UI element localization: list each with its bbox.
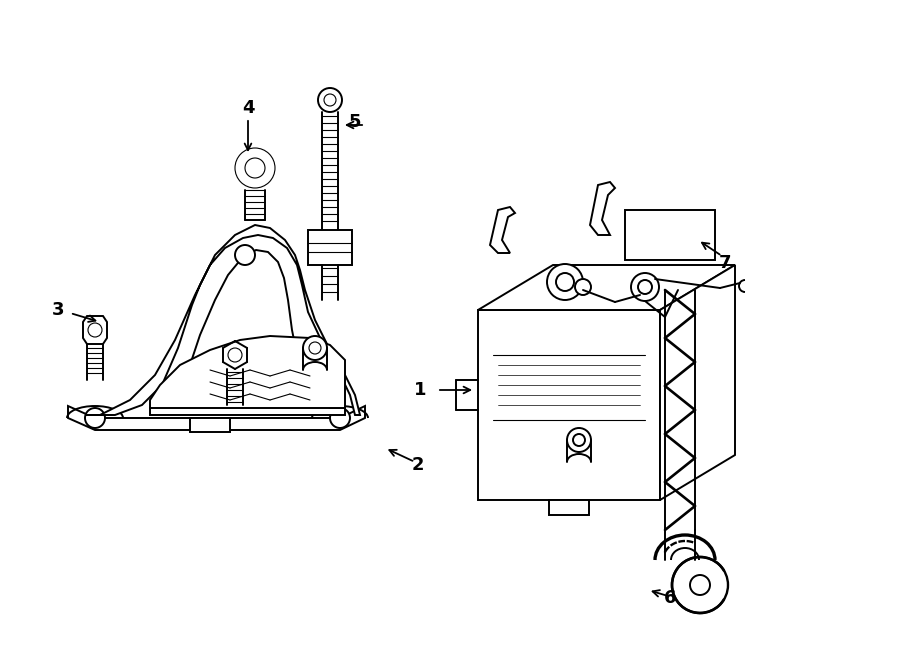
- Polygon shape: [590, 182, 615, 235]
- Circle shape: [324, 94, 336, 106]
- Polygon shape: [478, 310, 660, 500]
- Text: 6: 6: [664, 589, 676, 607]
- Polygon shape: [490, 207, 515, 253]
- Text: 7: 7: [719, 254, 731, 272]
- Circle shape: [228, 348, 242, 362]
- Polygon shape: [68, 406, 365, 430]
- Polygon shape: [625, 210, 715, 260]
- Circle shape: [690, 575, 710, 595]
- Circle shape: [309, 342, 321, 354]
- Circle shape: [567, 428, 591, 452]
- Circle shape: [631, 273, 659, 301]
- Text: 5: 5: [349, 113, 361, 131]
- Polygon shape: [239, 152, 271, 184]
- Circle shape: [575, 279, 591, 295]
- Circle shape: [235, 148, 275, 188]
- Polygon shape: [549, 500, 589, 515]
- Circle shape: [303, 336, 327, 360]
- Circle shape: [88, 323, 102, 337]
- Circle shape: [245, 158, 265, 178]
- Text: 2: 2: [412, 456, 424, 474]
- Circle shape: [318, 88, 342, 112]
- Polygon shape: [83, 316, 107, 344]
- Text: 1: 1: [414, 381, 427, 399]
- Circle shape: [330, 408, 350, 428]
- Circle shape: [547, 264, 583, 300]
- Circle shape: [556, 273, 574, 291]
- Text: 4: 4: [242, 99, 254, 117]
- Polygon shape: [190, 418, 230, 432]
- Text: 3: 3: [52, 301, 64, 319]
- Polygon shape: [478, 265, 735, 310]
- Circle shape: [85, 408, 105, 428]
- Polygon shape: [660, 265, 735, 500]
- Polygon shape: [85, 225, 360, 415]
- Circle shape: [638, 280, 652, 294]
- Circle shape: [235, 245, 255, 265]
- Circle shape: [573, 434, 585, 446]
- Circle shape: [672, 557, 728, 613]
- Polygon shape: [308, 230, 352, 265]
- Polygon shape: [150, 336, 345, 408]
- Polygon shape: [150, 250, 345, 415]
